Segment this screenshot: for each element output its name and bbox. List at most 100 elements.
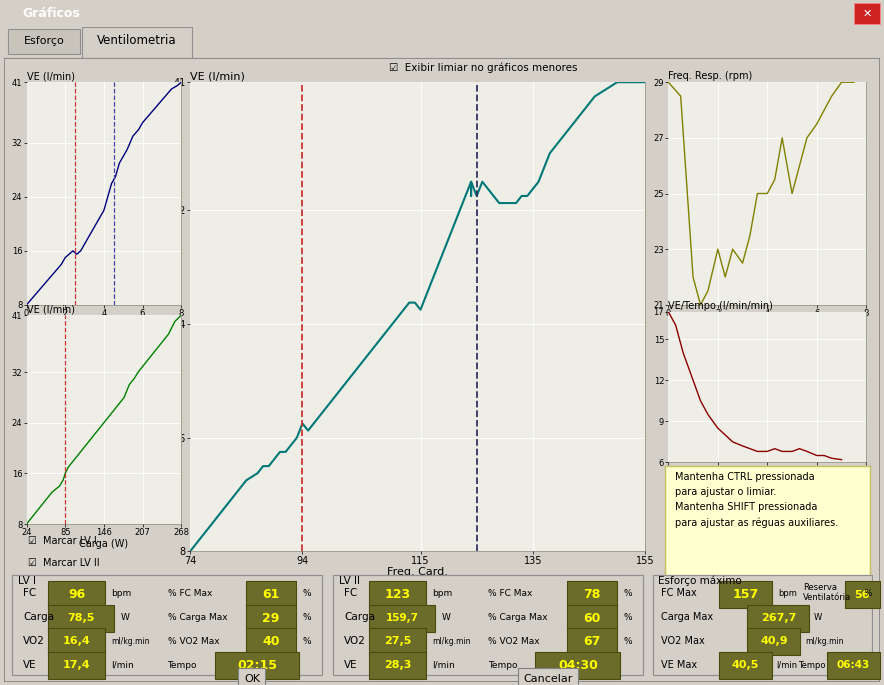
FancyBboxPatch shape: [845, 581, 880, 608]
Text: OK: OK: [244, 674, 260, 684]
Text: 157: 157: [732, 588, 758, 601]
Text: % VO2 Max: % VO2 Max: [488, 637, 540, 646]
FancyBboxPatch shape: [4, 58, 880, 682]
Text: Reserva: Reserva: [803, 583, 836, 592]
Text: %: %: [623, 613, 632, 622]
Text: 60: 60: [583, 612, 600, 625]
Text: VE (l/min): VE (l/min): [190, 71, 245, 82]
Text: LV I: LV I: [19, 576, 36, 586]
Text: Gráficos: Gráficos: [22, 7, 80, 20]
FancyBboxPatch shape: [215, 652, 300, 679]
FancyBboxPatch shape: [246, 605, 296, 632]
Text: ☑  Exibir limiar no gráficos menores: ☑ Exibir limiar no gráficos menores: [389, 63, 577, 73]
FancyBboxPatch shape: [370, 628, 426, 655]
X-axis label: Tempo: Tempo: [751, 319, 783, 329]
Text: ☑  Exibir régua: ☑ Exibir régua: [28, 581, 103, 591]
Text: % Carga Max: % Carga Max: [168, 613, 227, 622]
Text: 40,5: 40,5: [732, 660, 758, 671]
Text: Carga Max: Carga Max: [661, 612, 713, 623]
X-axis label: Carga (W): Carga (W): [80, 538, 128, 549]
Text: 123: 123: [385, 588, 410, 601]
Text: Tempo: Tempo: [798, 661, 826, 670]
FancyBboxPatch shape: [49, 581, 105, 608]
Text: 78,5: 78,5: [67, 614, 95, 623]
Text: Carga: Carga: [23, 612, 54, 623]
X-axis label: Freq. Card.: Freq. Card.: [387, 567, 448, 577]
FancyBboxPatch shape: [827, 652, 880, 679]
FancyBboxPatch shape: [12, 575, 323, 675]
FancyBboxPatch shape: [246, 628, 296, 655]
Text: l/min: l/min: [432, 661, 454, 670]
Text: VE: VE: [344, 660, 358, 671]
Text: FC: FC: [23, 588, 36, 599]
Text: Ventilatória: Ventilatória: [803, 593, 851, 602]
Text: 16,4: 16,4: [63, 636, 90, 647]
Text: W: W: [814, 613, 822, 622]
FancyBboxPatch shape: [567, 581, 617, 608]
FancyBboxPatch shape: [8, 29, 80, 54]
Text: VE (l/min): VE (l/min): [27, 304, 74, 314]
X-axis label: Tempo: Tempo: [751, 477, 783, 487]
Text: 61: 61: [263, 588, 279, 601]
FancyBboxPatch shape: [719, 652, 772, 679]
Text: 67: 67: [583, 635, 600, 648]
Text: Tempo: Tempo: [168, 661, 197, 670]
Text: %: %: [302, 637, 311, 646]
Text: Carga: Carga: [344, 612, 375, 623]
FancyBboxPatch shape: [370, 581, 426, 608]
Text: W: W: [441, 613, 450, 622]
Text: W: W: [120, 613, 129, 622]
Text: 29: 29: [263, 612, 279, 625]
Text: ml/kg.min: ml/kg.min: [432, 637, 470, 646]
FancyBboxPatch shape: [49, 628, 105, 655]
Text: Cancelar: Cancelar: [523, 674, 573, 684]
FancyBboxPatch shape: [567, 605, 617, 632]
Text: bpm: bpm: [111, 589, 132, 598]
Text: ✕: ✕: [862, 8, 872, 18]
FancyBboxPatch shape: [854, 3, 880, 24]
Text: 56: 56: [855, 590, 870, 599]
Text: l/min: l/min: [111, 661, 133, 670]
Text: 04:30: 04:30: [558, 659, 598, 672]
Text: VE: VE: [23, 660, 37, 671]
FancyBboxPatch shape: [567, 628, 617, 655]
Text: Ventilometria: Ventilometria: [97, 34, 177, 47]
Text: 27,5: 27,5: [384, 636, 411, 647]
Text: % FC Max: % FC Max: [488, 589, 533, 598]
FancyBboxPatch shape: [246, 581, 296, 608]
Text: ☑  Marcar LV I: ☑ Marcar LV I: [28, 536, 97, 546]
Text: %: %: [865, 589, 872, 598]
Text: % Carga Max: % Carga Max: [488, 613, 548, 622]
FancyBboxPatch shape: [49, 652, 105, 679]
Text: ml/kg.min: ml/kg.min: [804, 637, 843, 646]
Text: FC: FC: [344, 588, 357, 599]
FancyBboxPatch shape: [49, 605, 114, 632]
Text: 02:15: 02:15: [237, 659, 277, 672]
Text: Sem média: Sem média: [78, 606, 133, 616]
Text: bpm: bpm: [779, 589, 797, 598]
FancyBboxPatch shape: [74, 599, 164, 623]
Text: 17,4: 17,4: [63, 660, 90, 671]
Text: VO2 Max: VO2 Max: [661, 636, 705, 647]
Text: VO2: VO2: [23, 636, 45, 647]
FancyBboxPatch shape: [370, 652, 426, 679]
Text: bpm: bpm: [432, 589, 453, 598]
FancyBboxPatch shape: [82, 27, 192, 58]
FancyBboxPatch shape: [370, 605, 435, 632]
Text: Freq. Resp. (rpm): Freq. Resp. (rpm): [668, 71, 752, 82]
Text: Mantenha CTRL pressionada
para ajustar o limiar.
Mantenha SHIFT pressionada
para: Mantenha CTRL pressionada para ajustar o…: [675, 473, 838, 527]
Text: Tempo: Tempo: [488, 661, 518, 670]
Text: ▼: ▼: [163, 606, 170, 616]
Text: %: %: [623, 589, 632, 598]
FancyBboxPatch shape: [748, 628, 801, 655]
Text: Média: Média: [28, 606, 59, 616]
Text: % FC Max: % FC Max: [168, 589, 212, 598]
Text: 96: 96: [68, 588, 85, 601]
Text: 267,7: 267,7: [760, 614, 796, 623]
X-axis label: Tempo: Tempo: [88, 319, 120, 329]
Text: % VO2 Max: % VO2 Max: [168, 637, 219, 646]
FancyBboxPatch shape: [333, 575, 644, 675]
FancyBboxPatch shape: [748, 605, 810, 632]
Text: 78: 78: [583, 588, 600, 601]
Text: 28,3: 28,3: [384, 660, 411, 671]
